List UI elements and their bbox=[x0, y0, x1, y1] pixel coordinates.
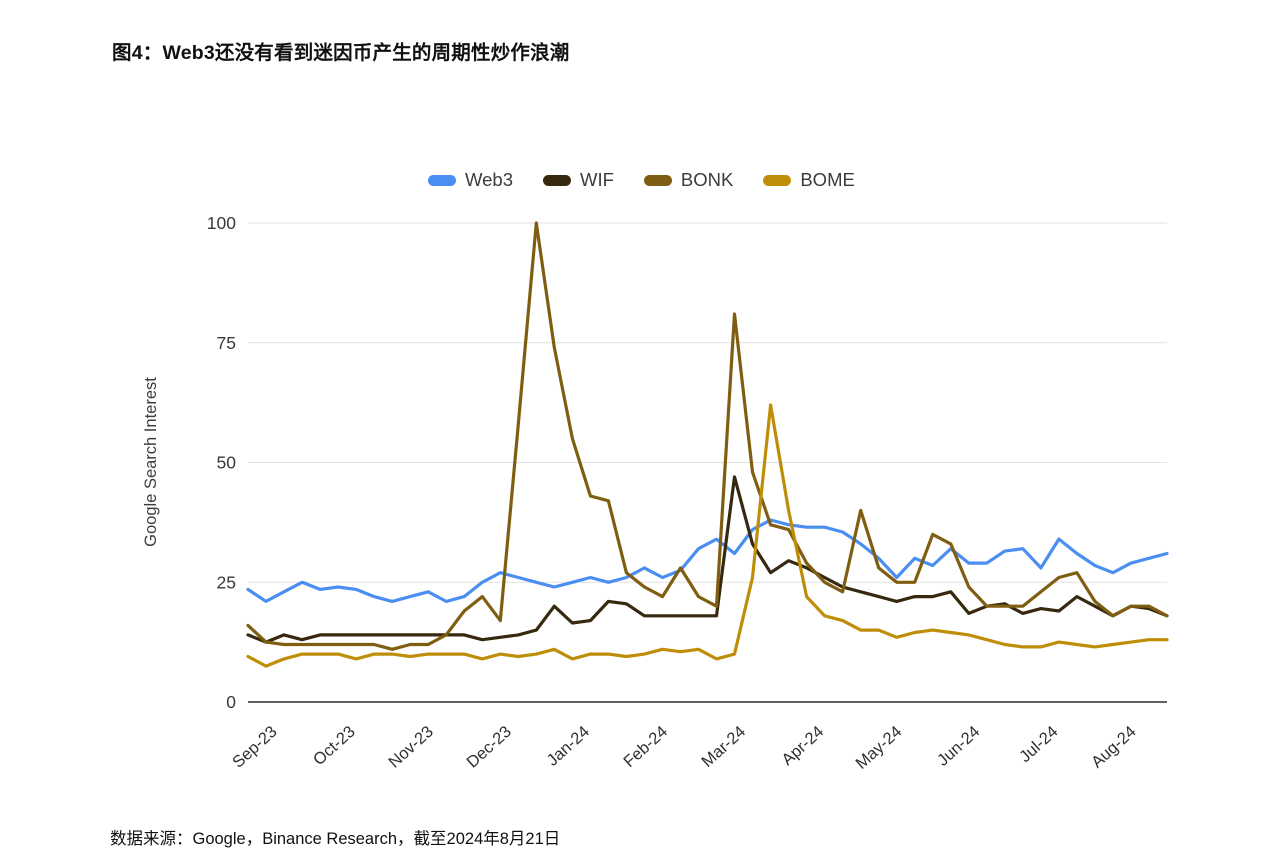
y-tick-label: 0 bbox=[226, 692, 236, 712]
legend-swatch-wif bbox=[543, 174, 571, 186]
legend-item-bome: BOME bbox=[763, 169, 855, 191]
legend-item-wif: WIF bbox=[543, 169, 614, 191]
source-note: 数据来源：Google，Binance Research，截至2024年8月21… bbox=[110, 830, 561, 848]
x-tick-label: Mar-24 bbox=[698, 723, 749, 771]
series-line-bonk bbox=[246, 221, 1169, 651]
x-tick-label: Oct-23 bbox=[310, 723, 359, 770]
gridlines bbox=[248, 222, 1167, 703]
x-tick-label: Nov-23 bbox=[385, 723, 437, 772]
x-tick-label: May-24 bbox=[852, 723, 905, 773]
chart-legend: Web3 WIF BONK BOME bbox=[428, 167, 855, 193]
y-tick-label: 100 bbox=[207, 213, 236, 233]
series-line-web3 bbox=[246, 518, 1169, 604]
series-line-wif bbox=[246, 475, 1169, 644]
x-tick-label: Jun-24 bbox=[934, 723, 984, 770]
legend-label: WIF bbox=[580, 169, 614, 190]
legend-label: BOME bbox=[800, 169, 855, 190]
series-lines bbox=[246, 221, 1169, 668]
legend-item-bonk: BONK bbox=[643, 169, 734, 191]
y-tick-label: 25 bbox=[217, 572, 236, 592]
x-axis-tick-labels: Sep-23 Oct-23 Nov-23 Dec-23 Jan-24 Feb-24 Mar-… bbox=[229, 723, 1140, 773]
y-tick-label: 75 bbox=[217, 333, 236, 353]
y-axis-title: Google Search Interest bbox=[142, 377, 160, 547]
legend-item-web3: Web3 bbox=[428, 169, 513, 191]
legend-label: BONK bbox=[680, 169, 734, 190]
x-tick-label: Aug-24 bbox=[1088, 723, 1140, 772]
x-tick-label: Dec-23 bbox=[463, 723, 515, 772]
legend-swatch-web3 bbox=[428, 174, 456, 186]
x-tick-label: Apr-24 bbox=[778, 723, 827, 770]
x-tick-label: Feb-24 bbox=[620, 723, 671, 771]
y-axis-tick-labels: 0 25 50 75 100 bbox=[207, 213, 236, 712]
y-tick-label: 50 bbox=[217, 453, 237, 473]
legend-swatch-bonk bbox=[643, 174, 672, 186]
page-title: 图4：Web3还没有看到迷因币产生的周期性炒作浪潮 bbox=[112, 42, 570, 64]
series-line-bome bbox=[246, 403, 1169, 668]
x-tick-label: Sep-23 bbox=[229, 723, 281, 772]
legend-label: Web3 bbox=[465, 169, 513, 190]
legend-swatch-bome bbox=[763, 174, 792, 186]
x-tick-label: Jan-24 bbox=[543, 723, 593, 770]
x-tick-label: Jul-24 bbox=[1016, 723, 1061, 766]
